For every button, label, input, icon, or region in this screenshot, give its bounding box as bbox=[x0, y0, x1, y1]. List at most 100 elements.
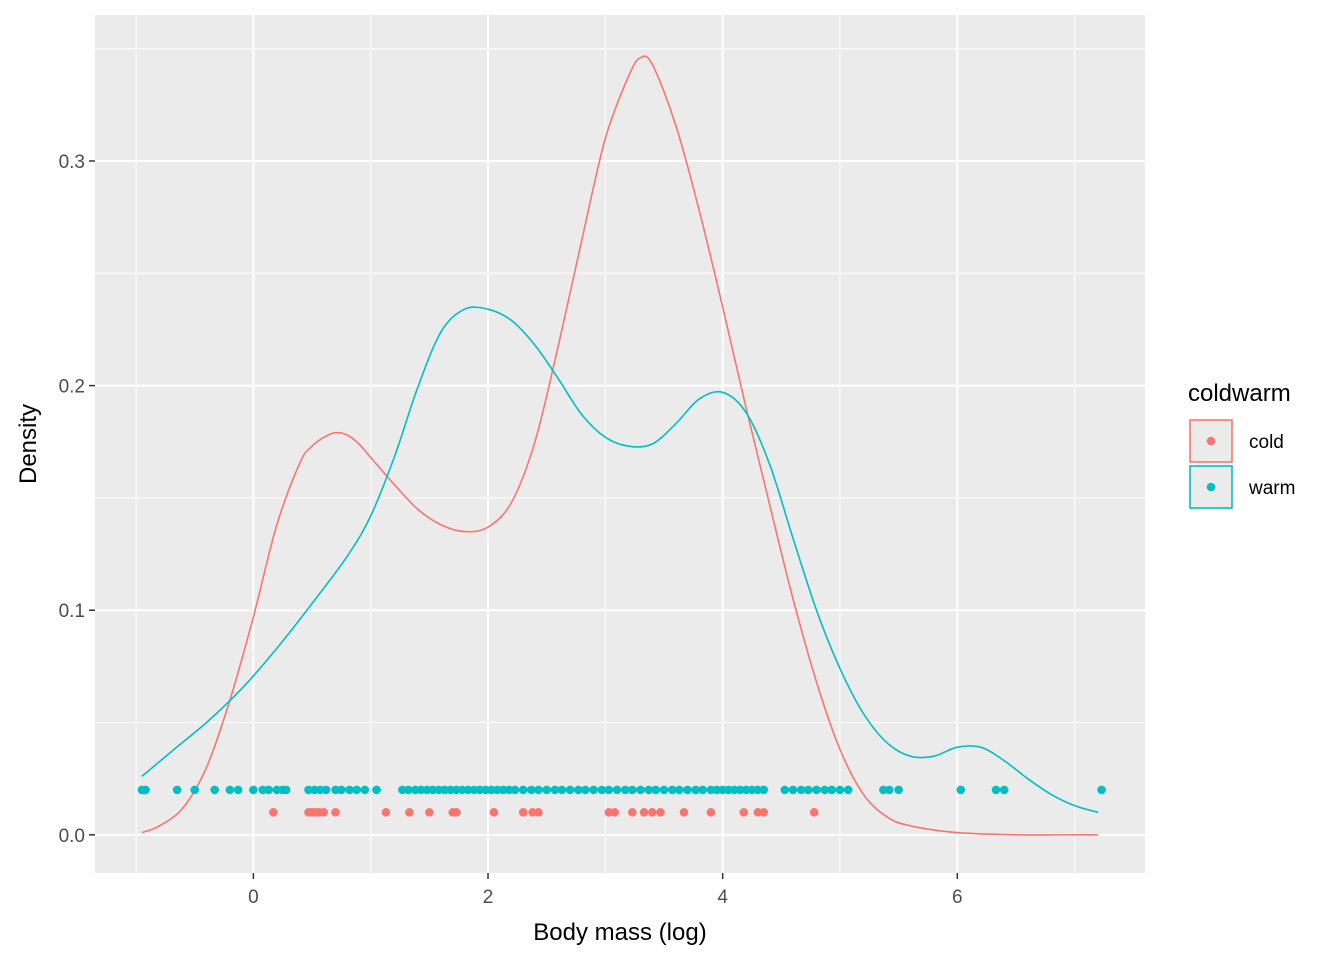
point-warm bbox=[372, 785, 381, 795]
point-warm bbox=[360, 785, 370, 795]
point-warm bbox=[835, 785, 845, 795]
point-warm bbox=[843, 785, 853, 795]
legend-title: coldwarm bbox=[1188, 380, 1291, 407]
point-cold bbox=[534, 808, 543, 817]
point-cold bbox=[381, 808, 391, 817]
point-warm bbox=[403, 785, 413, 795]
legend: coldwarm coldwarm bbox=[1188, 380, 1295, 509]
point-warm bbox=[628, 785, 637, 795]
point-warm bbox=[281, 785, 291, 795]
point-cold bbox=[331, 808, 340, 817]
point-warm bbox=[597, 785, 607, 795]
point-warm bbox=[249, 785, 258, 795]
point-cold bbox=[628, 808, 637, 817]
point-warm bbox=[321, 785, 331, 795]
point-warm bbox=[894, 785, 903, 795]
density-line-warm bbox=[141, 306, 1099, 814]
point-warm bbox=[788, 785, 798, 795]
point-warm bbox=[542, 785, 551, 795]
point-warm bbox=[534, 785, 543, 795]
point-cold bbox=[647, 808, 657, 817]
x-tick-label: 6 bbox=[952, 887, 963, 908]
point-warm bbox=[620, 785, 630, 795]
point-warm bbox=[659, 785, 669, 795]
point-cold bbox=[425, 808, 434, 817]
point-warm bbox=[691, 785, 700, 795]
point-warm bbox=[518, 785, 528, 795]
point-cold bbox=[610, 808, 620, 817]
point-warm bbox=[674, 785, 684, 795]
point-warm bbox=[991, 785, 1001, 795]
point-cold bbox=[405, 808, 414, 817]
point-warm bbox=[233, 785, 243, 795]
y-tick-label: 0.3 bbox=[59, 152, 85, 173]
point-warm bbox=[698, 785, 708, 795]
x-axis-title: Body mass (log) bbox=[533, 919, 706, 946]
point-warm bbox=[550, 785, 560, 795]
point-warm bbox=[589, 785, 598, 795]
point-warm bbox=[172, 785, 182, 795]
point-warm bbox=[884, 785, 894, 795]
point-warm bbox=[604, 785, 614, 795]
point-warm bbox=[644, 785, 654, 795]
point-warm bbox=[141, 785, 150, 795]
point-warm bbox=[510, 785, 520, 795]
point-warm bbox=[225, 785, 235, 795]
point-warm bbox=[803, 785, 813, 795]
point-cold bbox=[639, 808, 649, 817]
point-warm bbox=[812, 785, 821, 795]
x-tick-label: 0 bbox=[248, 887, 259, 908]
point-warm bbox=[352, 785, 361, 795]
point-warm bbox=[190, 785, 200, 795]
point-warm bbox=[345, 785, 354, 795]
point-cold bbox=[319, 808, 329, 817]
y-tick-label: 0.2 bbox=[59, 377, 85, 398]
point-warm bbox=[557, 785, 567, 795]
point-cold bbox=[518, 808, 528, 817]
point-warm bbox=[337, 785, 346, 795]
point-warm bbox=[565, 785, 575, 795]
point-warm bbox=[667, 785, 677, 795]
point-warm bbox=[574, 785, 583, 795]
legend-point-cold bbox=[1206, 436, 1216, 446]
legend-label-warm: warm bbox=[1248, 478, 1295, 499]
grid-major bbox=[95, 15, 1145, 873]
point-cold bbox=[452, 808, 461, 817]
point-warm bbox=[683, 785, 692, 795]
point-warm bbox=[827, 785, 837, 795]
point-warm bbox=[636, 785, 645, 795]
x-tick-label: 2 bbox=[483, 887, 494, 908]
point-cold bbox=[269, 808, 278, 817]
density-curves bbox=[141, 55, 1099, 836]
rug-points bbox=[137, 785, 1106, 817]
point-warm bbox=[527, 785, 536, 795]
point-warm bbox=[581, 785, 590, 795]
point-warm bbox=[796, 785, 806, 795]
grid-minor bbox=[95, 15, 1145, 873]
y-tick-label: 0.1 bbox=[59, 601, 85, 622]
x-tick-label: 4 bbox=[717, 887, 728, 908]
y-tick-label: 0.0 bbox=[59, 826, 85, 847]
point-warm bbox=[651, 785, 661, 795]
x-axis: 0 2 4 6 bbox=[248, 873, 963, 908]
point-cold bbox=[706, 808, 716, 817]
legend-label-cold: cold bbox=[1249, 432, 1284, 453]
point-cold bbox=[656, 808, 665, 817]
point-warm bbox=[999, 785, 1009, 795]
y-axis-title: Density bbox=[15, 404, 42, 484]
point-warm bbox=[612, 785, 622, 795]
point-warm bbox=[820, 785, 830, 795]
y-axis: 0.0 0.1 0.2 0.3 bbox=[59, 152, 95, 847]
point-cold bbox=[739, 808, 749, 817]
point-cold bbox=[809, 808, 819, 817]
point-warm bbox=[759, 785, 769, 795]
legend-point-warm bbox=[1206, 482, 1216, 492]
density-line-cold bbox=[141, 55, 1099, 836]
point-cold bbox=[679, 808, 689, 817]
point-warm bbox=[956, 785, 966, 795]
point-cold bbox=[759, 808, 769, 817]
point-warm bbox=[210, 785, 219, 795]
point-cold bbox=[489, 808, 499, 817]
point-warm bbox=[1097, 785, 1106, 795]
